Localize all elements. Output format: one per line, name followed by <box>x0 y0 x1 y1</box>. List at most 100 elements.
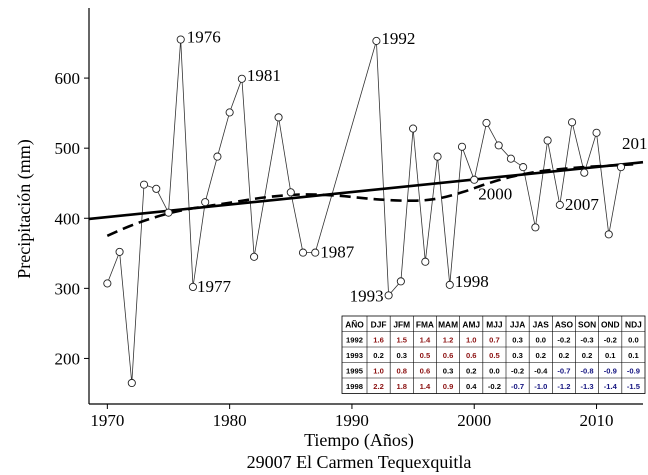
year-annotation: 2012 <box>622 134 648 153</box>
data-point <box>445 280 454 289</box>
table-cell: 0.2 <box>535 351 546 360</box>
x-axis-label: Tiempo (Años) <box>304 430 414 451</box>
year-annotation: 1981 <box>247 66 281 85</box>
data-point <box>115 247 124 256</box>
data-point <box>298 248 308 257</box>
table-cell: 0.2 <box>466 367 477 376</box>
data-point <box>568 118 577 127</box>
data-point <box>237 74 246 83</box>
x-tick-label: 2010 <box>580 411 614 430</box>
smoothed-trend-line <box>106 163 634 237</box>
table-header-cell: NDJ <box>625 320 642 330</box>
data-point <box>616 163 626 172</box>
data-point <box>103 279 112 288</box>
data-point <box>225 108 234 117</box>
x-tick-label: 1990 <box>335 411 369 430</box>
year-annotation: 1992 <box>381 29 415 48</box>
series-lines <box>88 39 644 384</box>
x-tick-label: 2000 <box>457 411 491 430</box>
table-header-cell: MAM <box>438 320 458 330</box>
data-point <box>506 154 515 163</box>
table-cell: 1.8 <box>396 382 407 391</box>
table-cell: 0.1 <box>605 351 616 360</box>
y-tick-label: 600 <box>55 69 81 88</box>
observed-series-line <box>106 39 622 384</box>
data-point <box>531 223 540 232</box>
table-cell: 0.6 <box>420 367 431 376</box>
table-cell: 0.6 <box>466 351 477 360</box>
year-annotation: 1977 <box>197 277 232 296</box>
y-tick-label: 200 <box>55 349 81 368</box>
x-tick-label: 1970 <box>90 411 124 430</box>
observation-markers <box>103 35 626 388</box>
table-cell: 1.0 <box>373 367 384 376</box>
data-point <box>384 291 393 300</box>
table-cell: -0.7 <box>511 382 524 391</box>
year-annotation: 1976 <box>187 28 221 47</box>
data-point <box>201 198 210 207</box>
year-annotations: 1976 1981 1977 1987 1992 1993 1998 2000 2007 2012 <box>187 28 648 306</box>
chart-caption: 29007 El Carmen Tequexquitla <box>247 452 472 472</box>
data-point <box>286 188 295 197</box>
table-cell: 0.6 <box>443 351 454 360</box>
data-point <box>433 152 442 161</box>
y-tick-label: 500 <box>55 139 81 158</box>
table-cell: 0.5 <box>489 351 500 360</box>
table-header-cell: AMJ <box>462 320 480 330</box>
table-frame <box>341 315 646 394</box>
table-header-cell: MJJ <box>486 320 503 330</box>
table-header-cell: JFM <box>393 320 410 330</box>
table-cell: 0.3 <box>396 351 407 360</box>
data-point <box>274 113 283 122</box>
table-cell: -1.0 <box>534 382 547 391</box>
table-cell: 0.0 <box>489 367 500 376</box>
data-point <box>409 124 418 133</box>
enso-index-table: AÑO DJF JFM FMA MAM AMJ MJJ JJA JAS ASO SON OND NDJ 1… <box>341 315 646 394</box>
x-tick-label: 1980 <box>213 411 247 430</box>
table-header-cell: ASO <box>555 320 574 330</box>
table-cell: 1.4 <box>420 382 431 391</box>
table-header-cell: AÑO <box>345 320 364 330</box>
y-tick-label: 400 <box>55 209 81 228</box>
table-cell: 0.2 <box>582 351 593 360</box>
data-point <box>421 257 430 266</box>
table-cell: -0.7 <box>557 367 570 376</box>
table-cell: 1995 <box>346 367 364 376</box>
table-cell: 1.6 <box>373 336 384 345</box>
table-cell: 0.7 <box>489 336 500 345</box>
table-header-cell: JAS <box>533 320 550 330</box>
table-cell: -0.2 <box>511 367 524 376</box>
data-point <box>213 152 222 161</box>
data-point <box>592 128 601 137</box>
table-cell: -1.2 <box>557 382 570 391</box>
table-cell: 0.0 <box>535 336 546 345</box>
table-cell: 0.0 <box>628 336 639 345</box>
data-point <box>176 35 185 44</box>
year-annotation: 1993 <box>350 286 384 305</box>
table-cell: 1998 <box>346 382 363 391</box>
table-cell: -0.2 <box>604 336 617 345</box>
table-cell: -0.2 <box>488 382 501 391</box>
data-point <box>152 184 161 193</box>
table-cell: -0.2 <box>557 336 570 345</box>
table-cell: 0.3 <box>512 351 523 360</box>
data-point <box>188 282 198 292</box>
table-cell: -0.9 <box>604 367 617 376</box>
data-point <box>604 230 613 239</box>
table-cell: 1.2 <box>443 336 454 345</box>
data-point <box>543 136 552 145</box>
data-point <box>482 118 491 127</box>
linear-trend-line <box>88 160 644 221</box>
table-cell: -0.9 <box>627 367 640 376</box>
data-point <box>580 168 589 177</box>
year-annotation: 1998 <box>455 272 489 291</box>
y-axis-label: Precipitación (mm) <box>14 139 35 278</box>
table-cell: -1.5 <box>627 382 641 391</box>
table-cell: 0.3 <box>443 367 454 376</box>
y-tick-label: 300 <box>55 279 81 298</box>
table-cell: 1.4 <box>420 336 431 345</box>
data-point <box>372 36 381 45</box>
table-header-cell: DJF <box>371 320 387 330</box>
data-point <box>250 252 259 261</box>
data-point <box>470 175 479 184</box>
